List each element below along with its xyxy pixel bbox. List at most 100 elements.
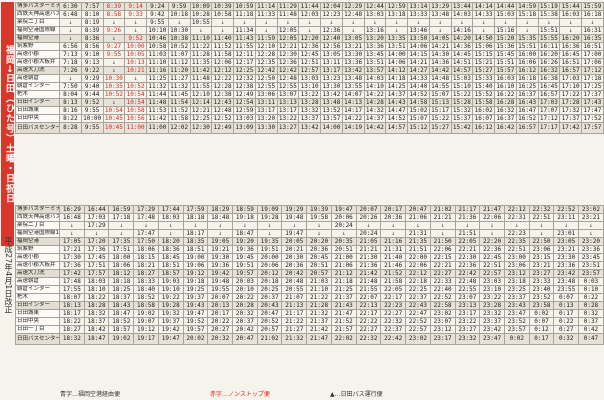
time-cell: 12:20 (298, 34, 321, 43)
time-cell: 19:47 (281, 229, 308, 238)
time-cell: 17:57 (83, 269, 110, 278)
time-cell: ↓ (59, 221, 85, 230)
time-cell: 20:47 (256, 309, 283, 318)
time-cell: 12:43 (211, 98, 234, 107)
time-cell: 14:57 (385, 122, 408, 134)
time-cell: 21:02 (429, 205, 456, 214)
time-cell: 17:47 (581, 106, 604, 115)
time-cell: 19:42 (157, 325, 184, 334)
time-cell: 12:36 (276, 58, 300, 67)
time-cell: 11:52 (211, 42, 234, 51)
time-cell: 13:51 (385, 42, 408, 51)
time-cell: 16:43 (515, 98, 539, 107)
table-row: 福岡空港 17:05 17:20 17:35 17:50 18:20 18:35 19:05 1… (15, 237, 604, 246)
stop-name: 日田城東 (15, 106, 60, 115)
time-cell: 0:10 (578, 285, 604, 294)
time-cell: 21:43 (330, 301, 357, 310)
time-cell: 18:52 (133, 293, 159, 302)
time-cell: 11:34 (233, 26, 256, 35)
time-cell: ↓ (407, 18, 430, 27)
time-cell: 9:13 (80, 58, 104, 67)
time-cell: 21:16 (380, 237, 407, 246)
time-cell: 11:16 (146, 66, 169, 75)
table-row: 杷木 18:07 18:22 18:37 18:52 19:22 19:37 20:07 20:… (15, 293, 604, 302)
time-cell: 23:17 (429, 333, 456, 345)
time-cell: ↓ (472, 26, 495, 35)
time-cell: 17:32 (559, 106, 582, 115)
time-cell: 23:28 (479, 301, 505, 310)
time-cell: 14:59 (515, 2, 539, 11)
time-cell: 19:10 (157, 285, 184, 294)
time-cell: 22:51 (479, 261, 505, 270)
time-cell: 11:48 (146, 98, 169, 107)
time-cell: 17:25 (581, 82, 604, 91)
table-row: 杷木 8:04 9:44 10:52 10:54 11:44 11:45 12:10 12:38… (15, 90, 604, 99)
time-cell: 22:23 (503, 229, 530, 238)
time-cell: 13:57 (363, 66, 387, 75)
time-cell: 21:17 (454, 205, 481, 214)
time-cell: 17:20 (83, 237, 110, 246)
time-cell: 22:12 (503, 205, 530, 214)
time-cell: 11:40 (211, 34, 234, 43)
time-cell: 12:38 (211, 90, 234, 99)
time-cell: 15:59 (581, 2, 604, 11)
time-cell: 22:06 (429, 245, 456, 254)
table-row: 高速朝倉 ↓ 9:29 10:30 ↓ 11:25 11:27 11:48 12:22 12:32… (15, 74, 604, 83)
time-cell: 23:15 (528, 253, 555, 262)
time-cell: 16:06 (515, 58, 539, 67)
time-cell: 12:36 (320, 26, 343, 35)
time-cell: ↓ (528, 221, 555, 230)
time-cell: 10:58 (146, 42, 169, 51)
time-cell: ↓ (581, 18, 604, 27)
stop-name: 高速小郡大板井 (15, 58, 60, 67)
time-cell: 14:22 (341, 114, 365, 123)
time-cell: 8:10 (80, 10, 104, 19)
time-cell: 13:20 (254, 114, 278, 123)
table-row: 日田城東 8:16 9:55 10:54 10:58 11:53 11:52 12:21 12:… (15, 106, 604, 115)
time-cell: 19:37 (157, 317, 184, 326)
time-cell: 9:24 (146, 2, 169, 11)
time-cell: 23:47 (503, 309, 530, 318)
time-cell: ↓ (189, 26, 213, 35)
time-cell: 10:05 (124, 50, 147, 59)
time-cell: ↓ (108, 221, 135, 230)
time-cell: 13:09 (233, 122, 256, 134)
time-cell: 22:05 (380, 285, 407, 294)
time-cell: 21:36 (454, 213, 481, 222)
time-cell: 17:50 (133, 237, 159, 246)
time-cell: 18:27 (59, 325, 85, 334)
time-cell: 15:13 (428, 98, 452, 107)
time-cell: 17:10 (559, 82, 582, 91)
time-cell: 12:54 (233, 98, 256, 107)
time-cell: 22:40 (429, 285, 456, 294)
time-cell: 13:03 (233, 114, 256, 123)
time-cell: 17:57 (581, 122, 604, 134)
time-cell: 23:42 (553, 269, 580, 278)
time-cell: 17:42 (59, 269, 85, 278)
time-cell: 23:22 (454, 317, 481, 326)
time-cell: 17:29 (83, 221, 110, 230)
time-cell: ↓ (385, 26, 408, 35)
time-cell: 11:45 (167, 90, 191, 99)
time-cell: 23:13 (454, 301, 481, 310)
time-cell: 18:22 (83, 293, 110, 302)
time-cell: 11:54 (167, 98, 191, 107)
time-cell: 21:50 (429, 237, 456, 246)
time-cell: 23:02 (405, 333, 431, 345)
stop-name: 高速朝倉 (15, 277, 60, 286)
time-cell: 23:30 (553, 253, 580, 262)
time-cell: 11:10 (146, 58, 169, 67)
time-cell: 16:37 (494, 114, 517, 123)
time-cell: 15:52 (472, 90, 495, 99)
time-cell: ↓ (59, 34, 82, 43)
time-cell: 19:09 (256, 205, 283, 214)
time-cell: 12:55 (254, 82, 278, 91)
time-cell: 19:12 (133, 325, 159, 334)
time-cell: 13:05 (341, 34, 365, 43)
time-cell: 20:28 (232, 301, 258, 310)
time-cell: 23:22 (479, 293, 505, 302)
time-cell: 15:32 (450, 106, 474, 115)
time-cell: 21:31 (380, 245, 407, 254)
time-cell: 15:19 (537, 2, 561, 11)
time-cell: 14:03 (363, 74, 387, 83)
